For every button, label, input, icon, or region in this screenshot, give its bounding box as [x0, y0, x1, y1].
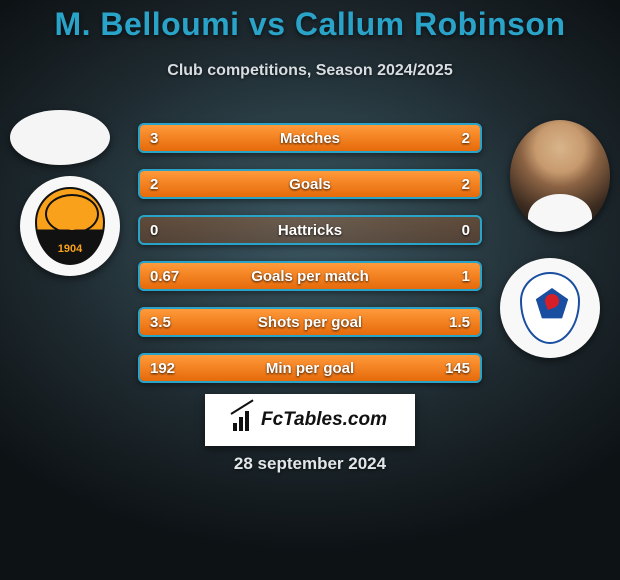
player2-club-crest	[500, 258, 600, 358]
stat-value-right: 1	[452, 263, 480, 289]
stat-label: Shots per goal	[140, 309, 480, 335]
stat-value-right: 2	[452, 171, 480, 197]
bluebird-icon	[534, 288, 570, 320]
player2-photo	[510, 120, 610, 232]
stat-row: 3.5 Shots per goal 1.5	[138, 307, 482, 337]
stat-value-right: 2	[452, 125, 480, 151]
club1-year: 1904	[37, 243, 103, 255]
stat-row: 192 Min per goal 145	[138, 353, 482, 383]
comparison-card: M. Belloumi vs Callum Robinson Club comp…	[0, 0, 620, 580]
stat-label: Matches	[140, 125, 480, 151]
stat-value-right: 145	[435, 355, 480, 381]
hull-shield-icon: 1904	[35, 187, 105, 265]
stat-row: 2 Goals 2	[138, 169, 482, 199]
stat-value-right: 1.5	[439, 309, 480, 335]
branding-text: FcTables.com	[233, 409, 387, 431]
stat-row: 0.67 Goals per match 1	[138, 261, 482, 291]
date-label: 28 september 2024	[0, 454, 620, 474]
subtitle: Club competitions, Season 2024/2025	[0, 62, 620, 80]
chart-icon	[233, 409, 255, 431]
cardiff-crest-icon	[520, 272, 580, 344]
stat-label: Min per goal	[140, 355, 480, 381]
branding-label: FcTables.com	[261, 409, 387, 431]
page-title: M. Belloumi vs Callum Robinson	[0, 6, 620, 43]
player1-club-crest: 1904	[20, 176, 120, 276]
stat-row: 0 Hattricks 0	[138, 215, 482, 245]
stat-label: Goals per match	[140, 263, 480, 289]
stat-row: 3 Matches 2	[138, 123, 482, 153]
player1-photo	[10, 110, 110, 165]
stats-list: 3 Matches 2 2 Goals 2 0 Hattricks 0 0.67…	[138, 123, 482, 399]
tiger-icon	[45, 194, 99, 234]
stat-value-right: 0	[452, 217, 480, 243]
stat-label: Hattricks	[140, 217, 480, 243]
branding-badge: FcTables.com	[205, 394, 415, 446]
stat-label: Goals	[140, 171, 480, 197]
